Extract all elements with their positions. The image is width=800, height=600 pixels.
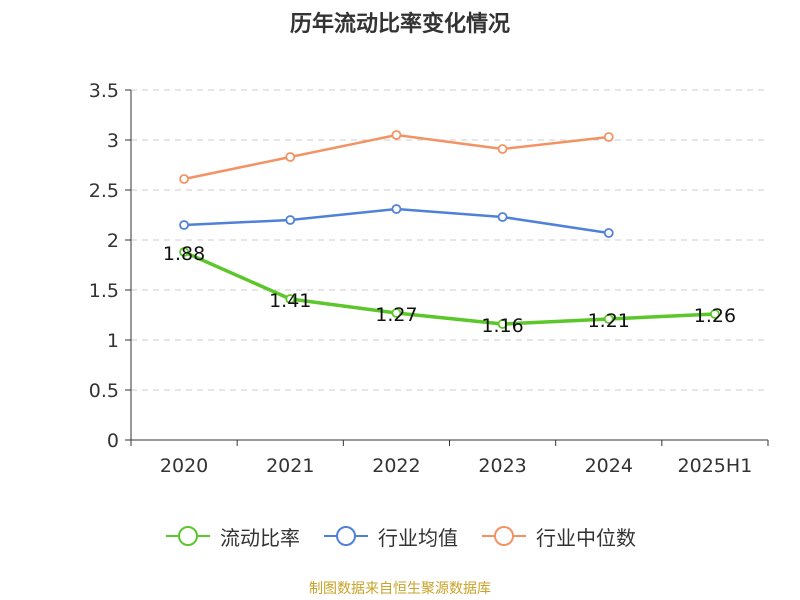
legend-label: 行业均值 bbox=[378, 525, 458, 550]
x-tick-label: 2020 bbox=[160, 455, 208, 477]
series-line bbox=[183, 250, 715, 326]
legend-item[interactable]: 流动比率 bbox=[164, 522, 300, 551]
series-lines bbox=[179, 130, 720, 329]
grid-lines bbox=[131, 89, 768, 391]
data-point bbox=[179, 174, 189, 184]
data-point bbox=[285, 215, 296, 225]
y-tick-label: 3 bbox=[107, 130, 119, 152]
data-label: 1.21 bbox=[588, 310, 630, 332]
data-point bbox=[391, 204, 402, 214]
y-tick-label: 1.5 bbox=[89, 280, 119, 302]
x-tick-label: 2023 bbox=[478, 455, 526, 477]
data-point bbox=[603, 228, 614, 238]
y-tick-label: 0 bbox=[107, 430, 119, 452]
y-tick-label: 3.5 bbox=[89, 80, 119, 102]
data-point bbox=[285, 294, 296, 304]
legend-item[interactable]: 行业中位数 bbox=[480, 522, 636, 551]
data-point bbox=[391, 308, 402, 318]
data-point bbox=[710, 309, 720, 319]
axes: 0 0.5 1 1.5 2 2.5 3 3.5 2020 2021 2022 2023 2024 2025… bbox=[89, 80, 769, 477]
data-label: 1.27 bbox=[375, 304, 417, 326]
data-point bbox=[497, 319, 508, 329]
legend-label: 流动比率 bbox=[220, 525, 300, 550]
x-tick-label: 2022 bbox=[372, 455, 420, 477]
data-label: 1.88 bbox=[163, 243, 205, 265]
data-label: 1.16 bbox=[481, 315, 523, 337]
y-tick-label: 1 bbox=[107, 330, 119, 352]
x-tick-label: 2025H1 bbox=[678, 455, 753, 477]
data-point bbox=[497, 212, 508, 222]
legend-label: 行业中位数 bbox=[536, 525, 636, 550]
legend-marker-icon bbox=[166, 526, 210, 546]
data-label: 1.26 bbox=[694, 305, 736, 327]
legend: 流动比率 行业均值 行业中位数 bbox=[0, 520, 800, 552]
data-point bbox=[603, 314, 614, 324]
y-tick-label: 2.5 bbox=[89, 180, 119, 202]
data-point bbox=[497, 144, 508, 154]
y-tick-label: 0.5 bbox=[89, 380, 119, 402]
legend-marker-icon bbox=[324, 526, 368, 546]
data-point bbox=[391, 130, 402, 140]
chart-title: 历年流动比率变化情况 bbox=[289, 12, 510, 37]
legend-marker-icon bbox=[482, 526, 526, 546]
data-labels: 1.88 1.41 1.27 1.16 1.21 1.26 bbox=[163, 243, 736, 337]
data-label: 1.41 bbox=[269, 290, 311, 312]
data-point bbox=[285, 152, 296, 162]
x-tick-label: 2021 bbox=[266, 455, 314, 477]
source-note: 制图数据来自恒生聚源数据库 bbox=[309, 581, 491, 597]
data-point bbox=[179, 247, 189, 257]
data-point bbox=[179, 220, 189, 230]
y-tick-label: 2 bbox=[107, 230, 119, 252]
series-line bbox=[183, 133, 609, 181]
x-tick-label: 2024 bbox=[585, 455, 633, 477]
data-point bbox=[603, 132, 614, 142]
legend-item[interactable]: 行业均值 bbox=[322, 522, 458, 551]
